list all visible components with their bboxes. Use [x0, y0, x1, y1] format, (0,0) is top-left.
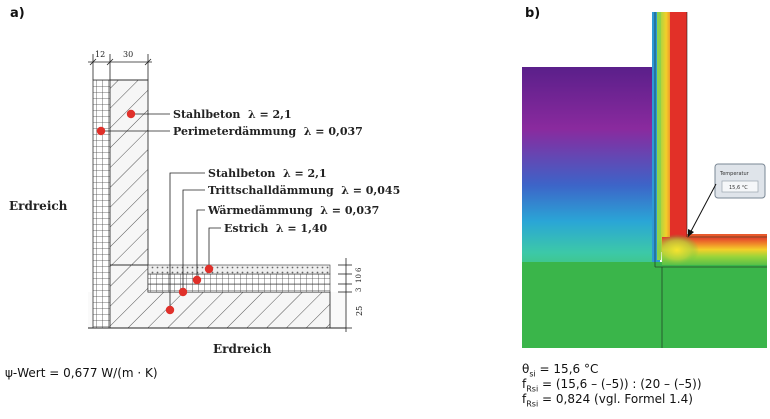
label-floor-impact-lambda: λ = 0,045 — [341, 184, 400, 197]
marker-floor-impact — [178, 287, 188, 297]
dim-slab: 25 — [355, 306, 364, 316]
wall-concrete — [109, 79, 149, 266]
frsi-sub-1: Rsi — [526, 384, 539, 394]
frsi-formula-caption: fRsi = (15,6 – (–5)) : (20 – (–5)) — [522, 377, 702, 396]
right-dimension — [338, 258, 352, 332]
floor-leaders — [169, 172, 221, 310]
floor-thermal-insulation — [147, 273, 331, 285]
frsi-formula: = (15,6 – (–5)) : (20 – (–5)) — [538, 377, 702, 391]
label-floor-screed-name: Estrich — [224, 222, 268, 235]
wall-leaders — [101, 113, 170, 132]
dim-floor-screed: 6 — [355, 267, 363, 272]
label-floor-concrete-lambda: λ = 2,1 — [283, 167, 327, 180]
label-floor-screed: Estrich λ = 1,40 — [224, 222, 328, 235]
label-floor-screed-lambda: λ = 1,40 — [276, 222, 328, 235]
frsi-symbol-2: f — [522, 392, 527, 406]
room-region — [687, 12, 767, 237]
label-wall-insulation-lambda: λ = 0,037 — [304, 125, 363, 138]
dim-floor-impact: 3 — [355, 288, 363, 292]
label-floor-thermal-lambda: λ = 0,037 — [320, 204, 379, 217]
frsi-symbol-1: f — [522, 377, 527, 391]
label-wall-concrete: Stahlbeton λ = 2,1 — [173, 108, 292, 121]
ground-region — [522, 262, 767, 348]
label-wall-concrete-name: Stahlbeton — [173, 108, 240, 121]
soil-label-bottom: Erdreich — [213, 342, 272, 356]
temperature-tooltip: Temperatur 15,6 °C — [714, 163, 766, 199]
panel-b-label: b) — [525, 6, 541, 21]
marker-floor-concrete — [165, 305, 175, 315]
theta-symbol: θ — [522, 362, 530, 376]
label-wall-insulation-name: Perimeterdämmung — [173, 125, 297, 138]
floor-screed — [147, 264, 331, 275]
panel-a-label: a) — [10, 6, 25, 21]
theta-sub: si — [529, 369, 536, 379]
frsi-result-caption: fRsi = 0,824 (vgl. Formel 1.4) — [522, 392, 693, 411]
wall-perimeter-insulation — [92, 79, 111, 329]
label-floor-concrete: Stahlbeton λ = 2,1 — [208, 167, 327, 180]
psi-value-caption: ψ-Wert = 0,677 W/(m · K) — [5, 366, 158, 380]
tooltip-arrow — [688, 183, 717, 236]
frsi-sub-2: Rsi — [526, 399, 539, 409]
corner-glow — [655, 234, 699, 266]
construction-detail-drawing: 12 30 6 10 3 25 Erdreich Erdre — [9, 50, 400, 356]
frsi-result: = 0,824 (vgl. Formel 1.4) — [538, 392, 693, 406]
tooltip-arrowhead — [688, 229, 694, 237]
tooltip-title: Temperatur — [719, 171, 750, 177]
dim-floor-insulation: 10 — [355, 274, 363, 283]
tooltip-value: 15,6 °C — [729, 185, 748, 191]
label-floor-concrete-name: Stahlbeton — [208, 167, 275, 180]
label-wall-insulation: Perimeterdämmung λ = 0,037 — [173, 125, 363, 138]
wall-insulation-strip — [652, 12, 660, 262]
floor-screed-band — [687, 234, 767, 238]
thermal-simulation-image: Temperatur 15,6 °C — [522, 12, 767, 348]
theta-value: = 15,6 °C — [535, 362, 599, 376]
dim-wall-insulation: 12 — [95, 50, 105, 59]
floor-impact-insulation — [147, 283, 331, 293]
dim-wall-concrete: 30 — [123, 50, 133, 59]
label-floor-thermal-name: Wärmedämmung — [207, 204, 313, 217]
label-floor-impact-name: Trittschalldämmung — [208, 184, 334, 197]
label-floor-thermal: Wärmedämmung λ = 0,037 — [207, 204, 379, 217]
marker-wall-concrete — [126, 109, 136, 119]
wall-inner-red — [670, 12, 687, 237]
soil-label-left: Erdreich — [9, 199, 68, 213]
marker-wall-insulation — [96, 126, 106, 136]
label-floor-impact: Trittschalldämmung λ = 0,045 — [208, 184, 400, 197]
theta-si-caption: θsi = 15,6 °C — [522, 362, 598, 381]
structure-outline — [654, 12, 767, 348]
wall-insulation-strip-inner — [657, 12, 661, 260]
top-dimension — [88, 54, 152, 80]
marker-floor-thermal — [192, 275, 202, 285]
marker-floor-screed — [204, 264, 214, 274]
label-wall-concrete-lambda: λ = 2,1 — [248, 108, 292, 121]
